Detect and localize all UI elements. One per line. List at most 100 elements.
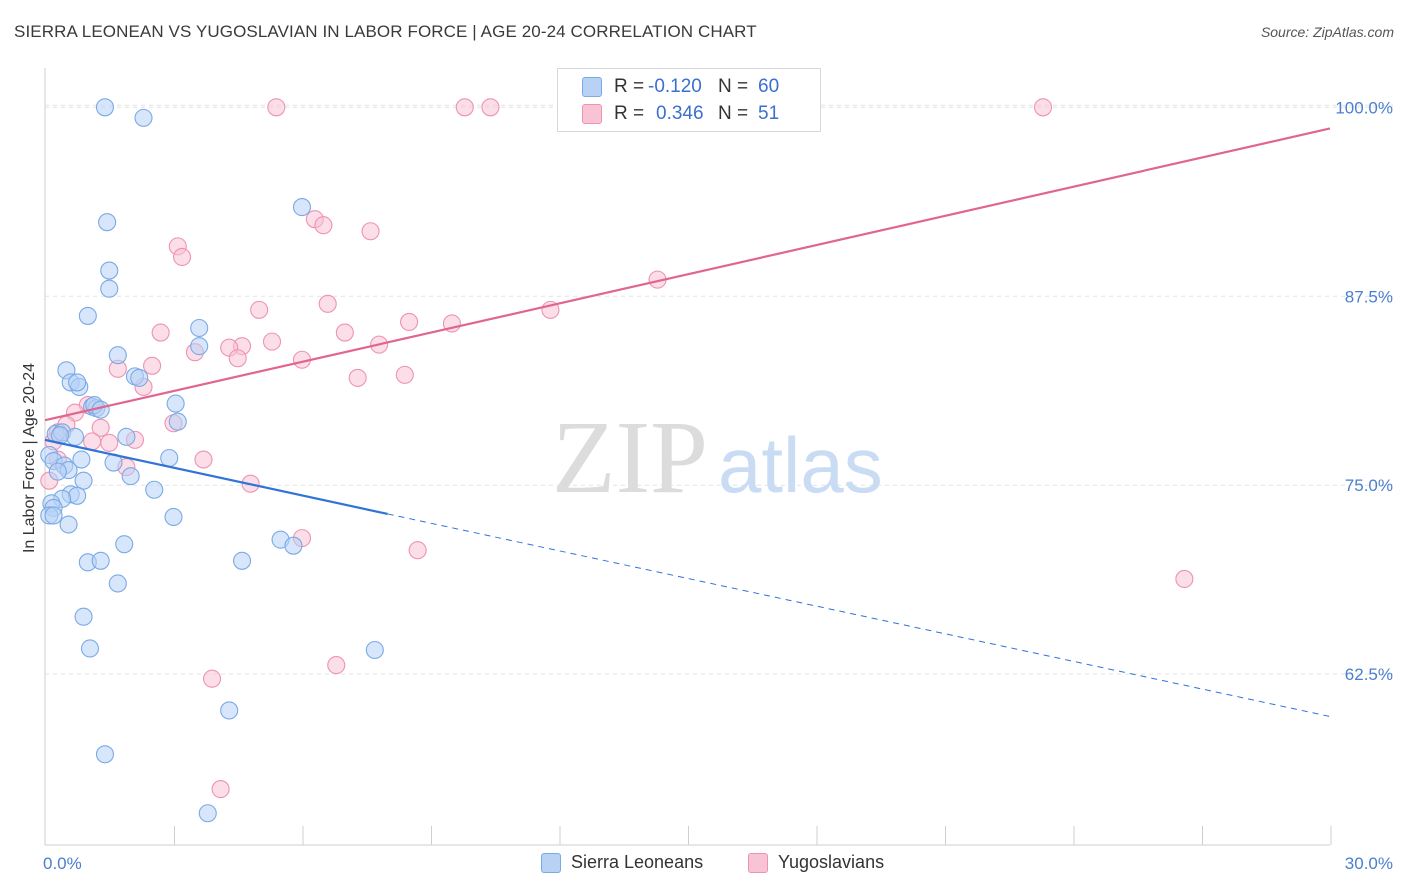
data-point: [292, 198, 312, 217]
data-point: [267, 98, 286, 117]
data-point: [232, 551, 252, 570]
data-point: [108, 346, 127, 365]
series-label: Yugoslavians: [778, 852, 885, 872]
chart-title: SIERRA LEONEAN VS YUGOSLAVIAN IN LABOR F…: [14, 22, 757, 41]
data-point: [80, 639, 100, 658]
trend-lines: [44, 127, 1331, 717]
data-point: [100, 279, 119, 298]
legend-row-yugoslavians: R = 0.346 N = 51: [582, 101, 798, 127]
series-legend-yugoslavians: Yugoslavians: [748, 852, 884, 873]
data-point: [284, 536, 303, 555]
legend-swatch-blue: [582, 77, 602, 97]
data-point: [121, 467, 140, 486]
data-point: [74, 607, 93, 626]
data-point: [481, 98, 500, 117]
legend-row-sierra-leoneans: R = -0.120 N = 60: [582, 74, 798, 100]
data-point: [314, 216, 333, 235]
x-tick-label: 30.0%: [1345, 854, 1393, 873]
sierra-leoneans-trend-line: [44, 438, 388, 516]
y-tick-label: 87.5%: [1345, 287, 1393, 306]
data-point: [194, 450, 213, 469]
data-point: [335, 323, 354, 342]
data-point: [78, 306, 97, 325]
source-label: Source: ZipAtlas.com: [1260, 24, 1394, 40]
legend-r-value: 0.346: [656, 103, 704, 124]
data-point: [228, 349, 247, 368]
data-point: [164, 507, 183, 527]
data-point: [65, 427, 85, 446]
data-point: [134, 108, 153, 127]
x-tick-label: 0.0%: [43, 854, 82, 873]
series-label: Sierra Leoneans: [571, 852, 704, 872]
y-tick-label: 75.0%: [1345, 476, 1393, 495]
correlation-legend: R = -0.120 N = 60 R = 0.346 N = 51: [557, 68, 821, 132]
data-point: [318, 294, 337, 313]
data-point: [95, 745, 115, 764]
yugoslavians-trend-line: [44, 127, 1331, 422]
legend-n-value: 60: [758, 76, 780, 97]
data-point: [211, 780, 230, 799]
series-swatch-blue: [541, 852, 561, 873]
data-point: [72, 450, 91, 469]
axes: [44, 68, 1332, 846]
data-point: [95, 98, 115, 117]
data-point: [160, 448, 179, 468]
data-point: [408, 541, 427, 560]
legend-n-label: N =: [718, 103, 749, 124]
data-point: [145, 480, 164, 499]
data-point: [91, 551, 110, 570]
data-point: [83, 432, 102, 451]
data-point: [168, 412, 187, 431]
data-point: [348, 368, 367, 387]
data-point: [68, 486, 87, 505]
data-point: [143, 356, 162, 375]
data-point: [190, 318, 209, 338]
data-point: [400, 312, 419, 332]
data-point: [361, 222, 380, 241]
y-tick-label: 62.5%: [1345, 665, 1393, 684]
data-point: [365, 640, 384, 660]
data-point: [48, 462, 67, 481]
legend-r-label: R =: [614, 76, 645, 97]
x-tick-labels: 0.0% 30.0%: [43, 854, 1393, 873]
data-point: [100, 261, 119, 280]
data-point: [115, 535, 134, 554]
data-point: [100, 433, 119, 452]
y-axis-label: In Labor Force | Age 20-24: [21, 363, 38, 553]
data-point: [262, 332, 282, 351]
y-tick-labels: 62.5% 75.0% 87.5% 100.0%: [1335, 98, 1393, 684]
y-tick-label: 100.0%: [1335, 98, 1393, 117]
data-point: [74, 471, 93, 490]
series-swatch-pink: [748, 852, 768, 873]
legend-r-value: -0.120: [648, 76, 702, 97]
data-point: [44, 506, 63, 525]
watermark-zip: ZIP: [552, 400, 708, 515]
gridlines: [45, 104, 1394, 675]
legend-swatch-pink: [582, 104, 602, 124]
series-legend-sierra-leoneans: Sierra Leoneans: [541, 852, 703, 873]
data-point: [151, 323, 170, 342]
data-point: [91, 418, 110, 437]
data-point: [130, 368, 149, 387]
data-point: [173, 247, 192, 267]
data-point: [327, 656, 346, 675]
data-point: [1175, 569, 1194, 588]
data-point: [1033, 98, 1053, 117]
legend-r-label: R =: [614, 103, 645, 124]
data-point: [98, 213, 117, 232]
data-point: [250, 300, 269, 319]
data-point: [108, 574, 127, 593]
data-point: [59, 515, 78, 534]
watermark: ZIP atlas: [552, 400, 883, 515]
legend-n-label: N =: [718, 76, 749, 97]
data-point: [220, 701, 239, 720]
watermark-atlas: atlas: [718, 421, 883, 509]
data-point: [190, 337, 209, 356]
sierra-leoneans-trend-extension: [387, 513, 1331, 717]
data-point: [203, 669, 222, 688]
data-point: [117, 427, 136, 446]
data-point: [455, 98, 474, 117]
legend-n-value: 51: [758, 103, 780, 124]
series-legend: Sierra Leoneans Yugoslavians: [0, 852, 1406, 878]
